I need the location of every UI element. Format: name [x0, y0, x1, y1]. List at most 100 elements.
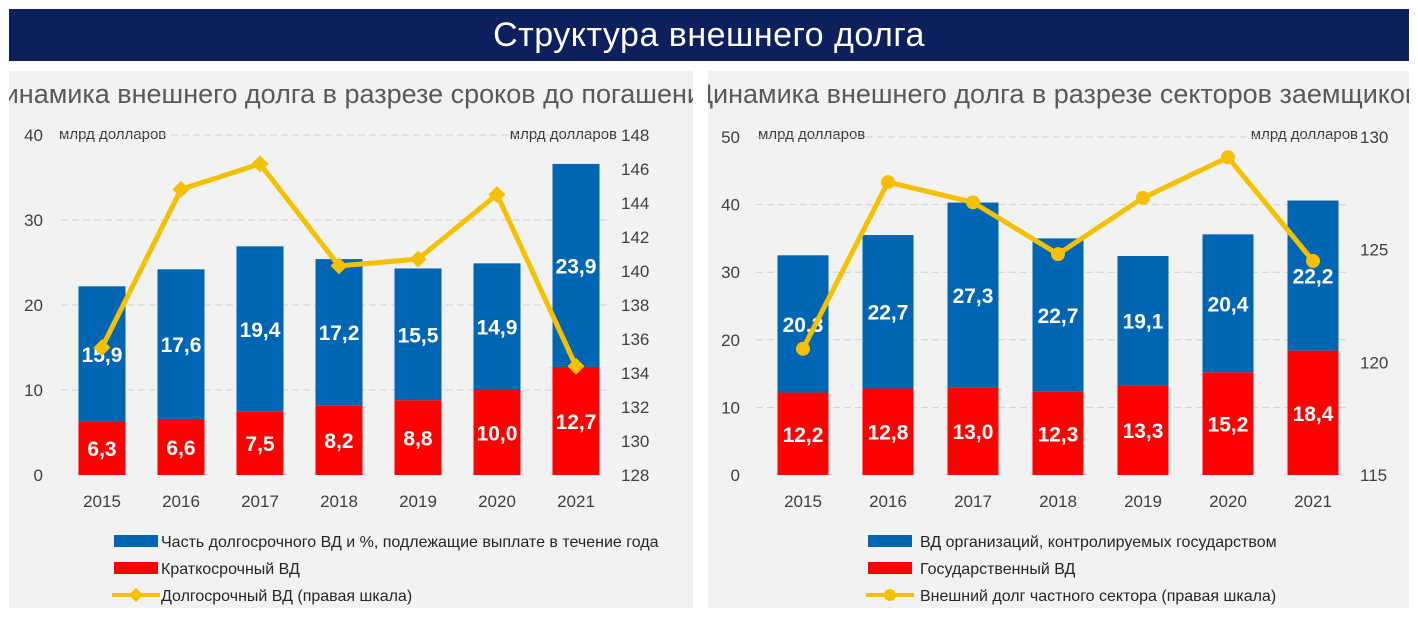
- data-label-lower: 8,2: [324, 430, 353, 453]
- right-axis-tick: 138: [621, 296, 649, 315]
- bar-upper-2019: [394, 268, 442, 401]
- category-label: 2017: [241, 492, 279, 511]
- line-point-2020: [1221, 150, 1235, 165]
- right-axis-tick: 115: [1360, 466, 1387, 485]
- data-label-lower: 12,2: [783, 424, 824, 447]
- data-label-lower: 8,8: [403, 428, 433, 451]
- left-axis-tick: 0: [731, 466, 740, 485]
- legend-label-line: Внешний долг частного сектора (правая шк…: [920, 588, 1276, 605]
- data-label-lower: 13,3: [1123, 420, 1164, 443]
- right-axis-tick: 130: [621, 432, 649, 451]
- right-axis-tick: 148: [621, 126, 649, 145]
- left-axis-tick: 30: [24, 211, 43, 230]
- right-axis-tick: 128: [621, 466, 649, 485]
- left-axis-tick: 40: [721, 196, 740, 215]
- right-axis-tick: 132: [621, 398, 649, 417]
- bar-lower-2019: [394, 400, 442, 475]
- bar-upper-2016: [157, 269, 205, 419]
- bar-lower-2018: [1032, 391, 1084, 475]
- category-label: 2015: [784, 492, 822, 511]
- bar-upper-2019: [1117, 255, 1169, 386]
- line-point-2019: [1136, 190, 1150, 205]
- category-label: 2017: [954, 492, 992, 511]
- data-label-lower: 12,8: [868, 422, 909, 445]
- data-label-upper: 14,9: [477, 317, 518, 340]
- data-label-upper: 22,7: [1038, 305, 1079, 328]
- banner-title: Структура внешнего долга: [493, 15, 925, 54]
- data-label-upper: 20,4: [1208, 293, 1249, 316]
- right-axis-tick: 130: [1360, 128, 1388, 147]
- right-axis-unit: млрд долларов: [510, 126, 617, 143]
- data-label-upper: 15,5: [398, 324, 439, 347]
- bar-upper-2018: [1032, 238, 1084, 392]
- right-axis-tick: 120: [1360, 353, 1388, 372]
- data-label-upper: 27,3: [953, 285, 994, 308]
- left-axis-tick: 20: [721, 331, 740, 350]
- legend-swatch-upper: [114, 535, 158, 547]
- bar-lower-2016: [157, 418, 205, 475]
- bar-upper-2020: [473, 263, 521, 390]
- chart-title: Динамика внешнего долга в разрезе сроков…: [9, 79, 693, 109]
- line-point-2016: [172, 180, 190, 198]
- left-axis-tick: 50: [721, 128, 740, 147]
- left-axis-unit: млрд долларов: [758, 126, 865, 143]
- legend-label-lower: Краткосрочный ВД: [161, 561, 300, 578]
- data-label-lower: 18,4: [1293, 403, 1334, 426]
- page-banner: Структура внешнего долга: [9, 9, 1409, 61]
- bar-upper-2021: [1287, 200, 1339, 351]
- bar-upper-2017: [947, 202, 999, 388]
- right-axis-tick: 142: [621, 228, 649, 247]
- legend-swatch-upper: [868, 535, 912, 547]
- category-label: 2016: [162, 492, 200, 511]
- bar-lower-2020: [1202, 372, 1254, 475]
- category-label: 2018: [1039, 492, 1077, 511]
- data-label-upper: 23,9: [556, 255, 597, 278]
- legend-marker: [884, 589, 896, 601]
- category-label: 2020: [1209, 492, 1247, 511]
- chart-panel-sectors: Динамика внешнего долга в разрезе сектор…: [708, 71, 1409, 608]
- category-label: 2020: [478, 492, 516, 511]
- line-point-2017: [251, 155, 269, 173]
- legend-swatch-lower: [868, 562, 912, 574]
- data-label-lower: 12,7: [556, 411, 597, 434]
- left-axis-tick: 30: [721, 263, 740, 282]
- data-label-upper: 19,1: [1123, 311, 1164, 334]
- line-point-2021: [1306, 253, 1320, 268]
- data-label-upper: 17,2: [319, 322, 360, 345]
- right-axis-tick: 140: [621, 262, 649, 281]
- left-axis-tick: 0: [34, 466, 43, 485]
- line-point-2015: [796, 341, 810, 356]
- data-label-lower: 10,0: [477, 423, 518, 446]
- data-label-lower: 15,2: [1208, 414, 1249, 437]
- legend-swatch-lower: [114, 562, 158, 574]
- left-axis-tick: 10: [24, 381, 43, 400]
- data-label-upper: 22,2: [1293, 266, 1334, 289]
- bar-lower-2017: [947, 387, 999, 475]
- category-label: 2016: [869, 492, 907, 511]
- category-label: 2021: [1294, 492, 1332, 511]
- chart-panel-maturity: Динамика внешнего долга в разрезе сроков…: [9, 71, 693, 608]
- bar-lower-2021: [1287, 350, 1339, 475]
- data-label-upper: 17,6: [161, 334, 202, 357]
- data-label-lower: 6,3: [87, 438, 116, 461]
- data-label-lower: 13,0: [953, 421, 994, 444]
- line-point-2019: [409, 250, 427, 268]
- right-axis-tick: 125: [1360, 241, 1388, 260]
- line-point-2018: [1051, 247, 1065, 262]
- line-point-2015: [93, 339, 111, 356]
- data-label-upper: 19,4: [240, 319, 281, 342]
- category-label: 2015: [83, 492, 121, 511]
- bar-upper-2015: [777, 255, 829, 393]
- legend-label-upper: Часть долгосрочного ВД и %, подлежащие в…: [161, 534, 659, 551]
- legend-marker: [128, 587, 144, 603]
- bar-upper-2020: [1202, 234, 1254, 373]
- chart-maturity: Динамика внешнего долга в разрезе сроков…: [9, 79, 693, 605]
- category-label: 2019: [399, 492, 437, 511]
- bar-lower-2016: [862, 388, 914, 475]
- line-point-2016: [881, 175, 895, 190]
- right-axis-tick: 136: [621, 330, 649, 349]
- chart-title: Динамика внешнего долга в разрезе сектор…: [708, 79, 1409, 109]
- category-label: 2021: [557, 492, 595, 511]
- left-axis-tick: 10: [721, 398, 740, 417]
- right-axis-unit: млрд долларов: [1251, 126, 1358, 143]
